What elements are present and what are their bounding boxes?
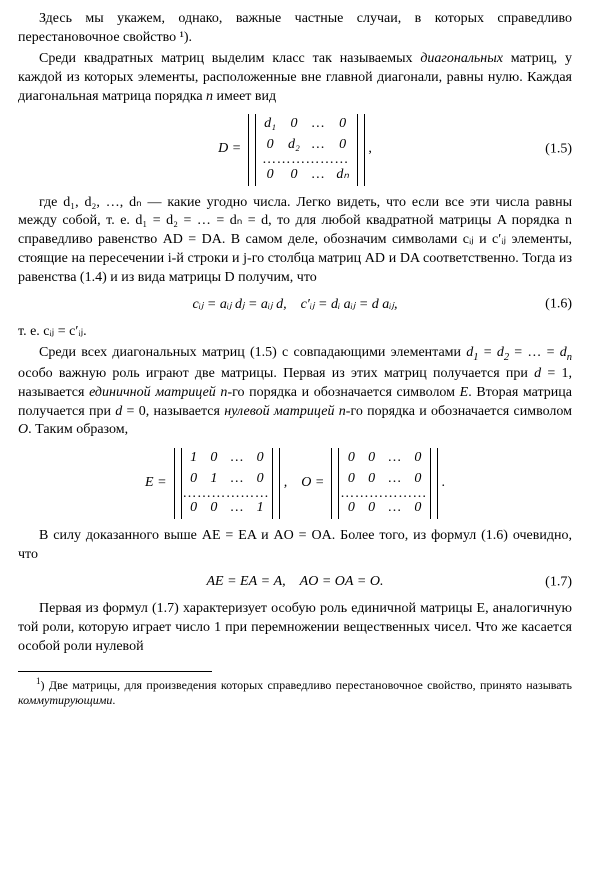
para-5: Среди всех диагональных матриц (1.5) с с… xyxy=(18,344,572,441)
matrix-e: 10…001…0………………00…1 xyxy=(174,448,281,519)
para-6: В силу доказанного выше AE = EA и AO = O… xyxy=(18,527,572,565)
eq-mid: , O = xyxy=(284,475,328,490)
para-7: Первая из формул (1.7) характеризует осо… xyxy=(18,600,572,657)
equation-1-7: AE = EA = A, AO = OA = O. (1.7) xyxy=(18,573,572,592)
eq-lead: D = xyxy=(218,142,245,157)
para-3: где d₁, d₂, …, dₙ — какие угодно числа. … xyxy=(18,194,572,288)
matrix-o: 00…000…0………………00…0 xyxy=(331,448,438,519)
footnote-1: 1) Две матрицы, для произведения которых… xyxy=(18,676,572,709)
equation-e-o: E = 10…001…0………………00…1 , O = 00…000…0………… xyxy=(18,448,572,519)
eq-tail: . xyxy=(441,475,445,490)
eq-number: (1.5) xyxy=(545,141,572,160)
eq-body: AE = EA = A, AO = OA = O. xyxy=(207,574,384,589)
para-2: Среди квадратных матриц выделим класс та… xyxy=(18,50,572,107)
para-1: Здесь мы укажем, однако, важные частные … xyxy=(18,10,572,48)
eq-number: (1.7) xyxy=(545,573,572,592)
eq-body: cᵢⱼ = aᵢⱼ dⱼ = aᵢⱼ d, c′ᵢⱼ = dᵢ aᵢⱼ = d … xyxy=(193,297,398,312)
eq-tail: , xyxy=(368,142,372,157)
eq-number: (1.6) xyxy=(545,296,572,315)
footnote-rule xyxy=(18,671,212,672)
eq-e-lead: E = xyxy=(145,475,170,490)
equation-1-6: cᵢⱼ = aᵢⱼ dⱼ = aᵢⱼ d, c′ᵢⱼ = dᵢ aᵢⱼ = d … xyxy=(18,296,572,315)
equation-1-5: D = d₁0…00d₂…0………………00…dₙ , (1.5) xyxy=(18,114,572,185)
para-4: т. е. cᵢⱼ = c′ᵢⱼ. xyxy=(18,323,572,342)
matrix-d: d₁0…00d₂…0………………00…dₙ xyxy=(248,114,365,185)
